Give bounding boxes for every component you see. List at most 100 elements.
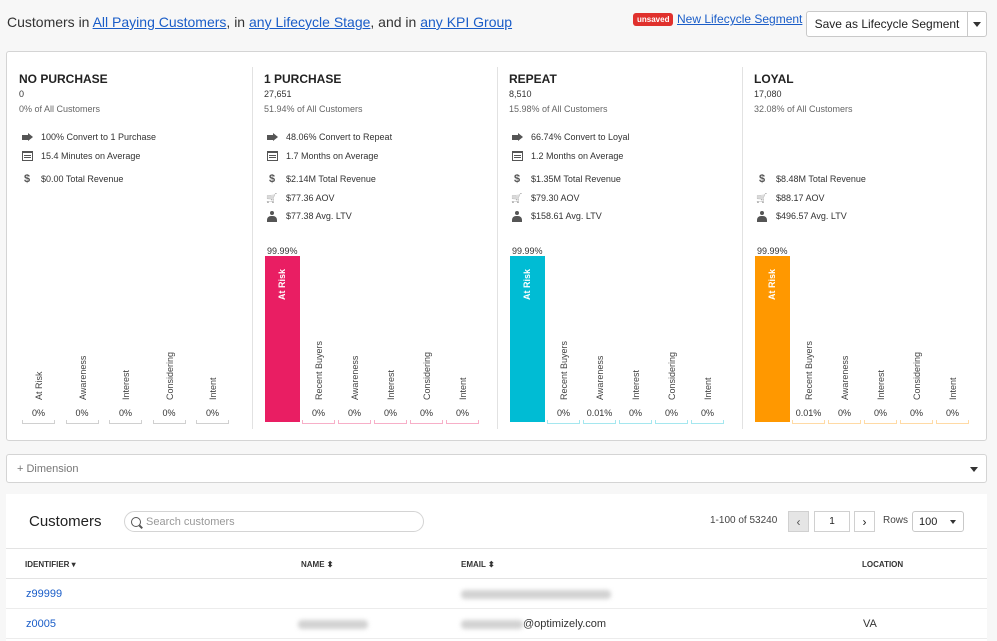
metric-text: $77.38 Avg. LTV xyxy=(286,211,352,221)
metric-text: $88.17 AOV xyxy=(776,193,825,203)
segment-bar[interactable] xyxy=(446,420,479,424)
stage-metric: 🛒 $77.36 AOV xyxy=(264,191,335,205)
metric-text: $0.00 Total Revenue xyxy=(41,174,124,184)
name-cell xyxy=(298,618,368,630)
segment-bar[interactable] xyxy=(374,420,407,424)
metric-text: 48.06% Convert to Repeat xyxy=(286,132,393,142)
user-icon xyxy=(264,210,280,222)
bar-value-label: 0% xyxy=(118,408,132,418)
bar-category-label: Intent xyxy=(948,377,958,400)
save-options-dropdown[interactable] xyxy=(967,11,987,37)
stage-title: NO PURCHASE xyxy=(19,72,108,86)
stage-metric: 🛒 $79.30 AOV xyxy=(509,191,580,205)
segment-bar-chart: At Risk 0% Awareness 0% Interest 0% Considerin… xyxy=(7,242,252,432)
segment-bar[interactable] xyxy=(900,420,933,424)
caret-down-icon xyxy=(970,467,978,472)
segment-bar-chart: 99.99% At Risk Recent Buyers 0% Awareness 0% I… xyxy=(252,242,497,432)
metric-text: $79.30 AOV xyxy=(531,193,580,203)
bar-category-label: At Risk xyxy=(767,268,777,300)
segment-bar[interactable] xyxy=(864,420,897,424)
segment-bar[interactable] xyxy=(65,420,99,424)
stage-percent: 32.08% of All Customers xyxy=(754,104,853,114)
identifier-link[interactable]: z99999 xyxy=(26,588,63,600)
metric-text: $77.36 AOV xyxy=(286,193,335,203)
stage-metric: 48.06% Convert to Repeat xyxy=(264,130,392,144)
bar-value-label: 0% xyxy=(700,408,714,418)
segment-bar[interactable] xyxy=(792,420,825,424)
segment-bar[interactable] xyxy=(583,420,616,424)
next-page-button[interactable]: › xyxy=(854,511,875,532)
bar-category-label: Considering xyxy=(164,351,175,400)
dollar-icon: $ xyxy=(513,173,521,185)
stage-no-purchase: NO PURCHASE 0 0% of All Customers 100% Conv… xyxy=(7,52,252,440)
stage-metric: $158.61 Avg. LTV xyxy=(509,209,602,223)
metric-text: $158.61 Avg. LTV xyxy=(531,211,602,221)
metric-text: 66.74% Convert to Loyal xyxy=(531,132,630,142)
page-number-input[interactable]: 1 xyxy=(814,511,850,532)
stage-divider xyxy=(742,67,743,429)
chevron-left-icon: ‹ xyxy=(796,514,801,529)
stage-percent: 0% of All Customers xyxy=(19,104,101,114)
calendar-icon xyxy=(509,151,525,161)
segment-bar[interactable] xyxy=(265,256,300,422)
column-name[interactable]: NAME ⬍ xyxy=(301,560,334,569)
stage-loyal: LOYAL 17,080 32.08% of All Customers $ $8.48… xyxy=(742,52,987,440)
segment-bar[interactable] xyxy=(755,256,790,422)
segment-bar[interactable] xyxy=(196,420,229,424)
bar-category-label: At Risk xyxy=(34,371,44,400)
segment-bar[interactable] xyxy=(109,420,142,424)
user-icon xyxy=(509,210,525,222)
bar-value-label: 0.01% xyxy=(795,408,822,418)
lifecycle-filter-link[interactable]: any Lifecycle Stage xyxy=(249,14,371,30)
segment-bar[interactable] xyxy=(410,420,443,424)
segment-bar[interactable] xyxy=(691,420,724,424)
metric-text: $1.35M Total Revenue xyxy=(531,174,621,184)
stage-metric: $ $0.00 Total Revenue xyxy=(19,172,123,186)
bar-category-label: Interest xyxy=(121,369,131,400)
segment-bar[interactable] xyxy=(828,420,861,424)
bar-category-label: Recent Buyers xyxy=(804,340,814,400)
segment-bar[interactable] xyxy=(547,420,580,424)
identifier-link[interactable]: z0005 xyxy=(26,618,56,630)
search-input[interactable] xyxy=(146,515,406,528)
rows-label: Rows xyxy=(883,515,909,526)
segment-bar[interactable] xyxy=(152,420,186,424)
search-box[interactable] xyxy=(124,511,424,532)
stage-count: 0 xyxy=(19,89,25,99)
table-header: IDENTIFIER ▾ NAME ⬍ EMAIL ⬍ LOCATION xyxy=(6,548,987,579)
rows-per-page-select[interactable]: 100 xyxy=(912,511,964,532)
filter-sep-2: , and in xyxy=(370,14,417,30)
caret-down-icon xyxy=(950,520,956,524)
segment-bar[interactable] xyxy=(936,420,969,424)
stage-metric: $ $8.48M Total Revenue xyxy=(754,172,866,186)
segment-bar[interactable] xyxy=(22,420,55,424)
segment-bar[interactable] xyxy=(619,420,652,424)
segment-filter-link[interactable]: All Paying Customers xyxy=(92,14,227,30)
dimension-selector[interactable]: + Dimension xyxy=(6,454,987,483)
segment-bar[interactable] xyxy=(302,420,335,424)
segment-bar[interactable] xyxy=(510,256,545,422)
table-row[interactable]: z99999 xyxy=(6,579,987,609)
email-cell xyxy=(461,588,611,600)
stage-metric: $496.57 Avg. LTV xyxy=(754,209,847,223)
segment-bar[interactable] xyxy=(655,420,688,424)
bar-value-label: 0% xyxy=(205,408,219,418)
calendar-icon xyxy=(264,151,280,161)
search-icon xyxy=(131,516,141,527)
table-row[interactable]: z0005 @optimizely.com VA xyxy=(6,609,987,639)
kpi-filter-link[interactable]: any KPI Group xyxy=(420,14,513,30)
column-email[interactable]: EMAIL ⬍ xyxy=(461,560,495,569)
metric-text: 15.4 Minutes on Average xyxy=(41,151,141,161)
arrow-right-icon xyxy=(509,132,525,142)
previous-page-button[interactable]: ‹ xyxy=(788,511,809,532)
stage-1-purchase: 1 PURCHASE 27,651 51.94% of All Customers 4… xyxy=(252,52,497,440)
new-lifecycle-segment-link[interactable]: New Lifecycle Segment xyxy=(677,12,803,26)
calendar-icon xyxy=(19,151,35,161)
metric-text: 1.2 Months on Average xyxy=(531,151,624,161)
save-segment-button[interactable]: Save as Lifecycle Segment xyxy=(806,11,968,37)
email-cell: @optimizely.com xyxy=(461,618,606,630)
bar-value-label: 0% xyxy=(556,408,570,418)
column-identifier[interactable]: IDENTIFIER ▾ xyxy=(25,560,76,569)
segment-bar[interactable] xyxy=(338,420,371,424)
bar-value-label: 99.99% xyxy=(267,246,298,256)
